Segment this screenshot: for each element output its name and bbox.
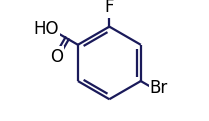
Text: Br: Br: [150, 79, 168, 97]
Text: HO: HO: [33, 20, 59, 38]
Text: F: F: [104, 0, 114, 16]
Text: O: O: [50, 48, 63, 66]
